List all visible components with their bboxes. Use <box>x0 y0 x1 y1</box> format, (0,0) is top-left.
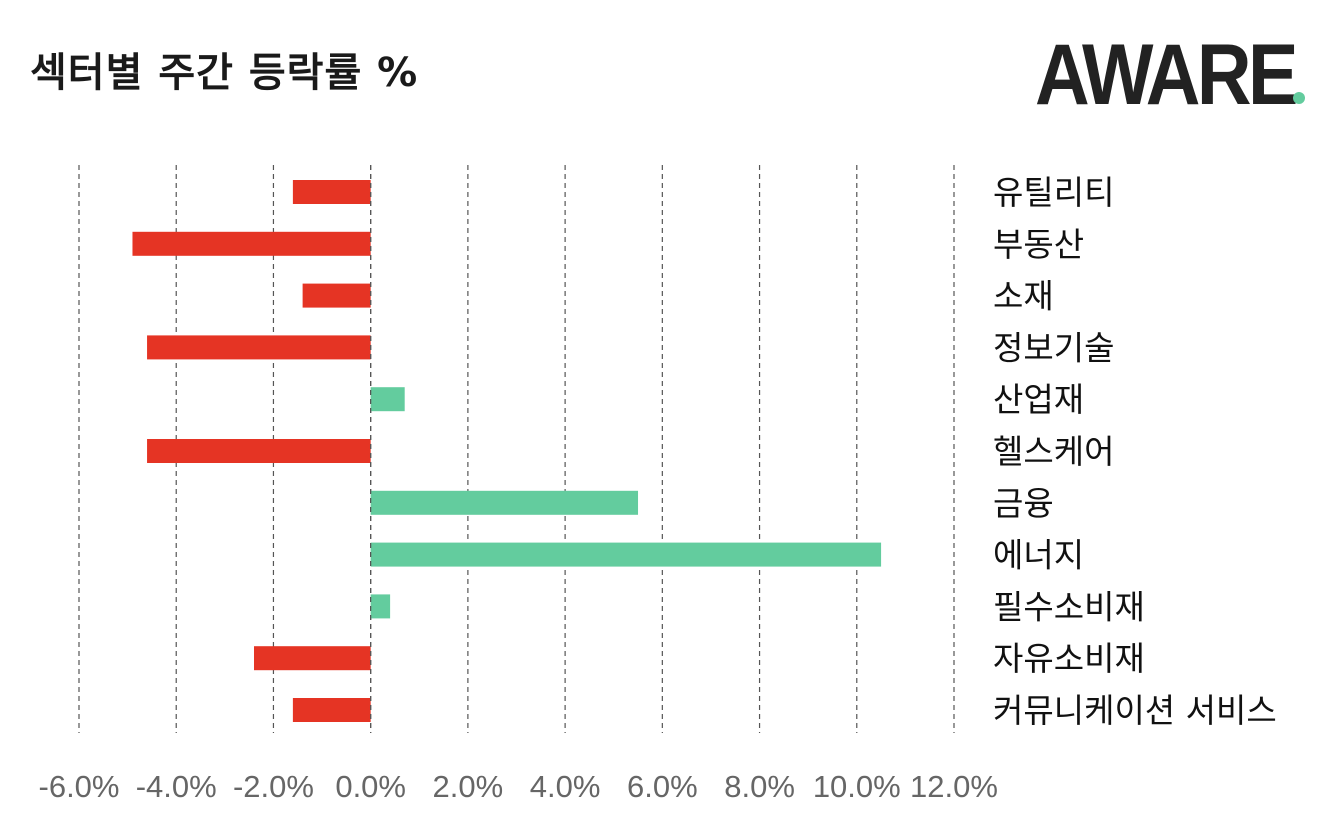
logo-wordmark: AWARE <box>1035 30 1296 110</box>
x-tick-label: -4.0% <box>136 769 217 804</box>
bar <box>147 335 371 360</box>
category-label: 유틸리티 <box>993 173 1114 212</box>
bar <box>132 231 371 256</box>
x-tick-label: 6.0% <box>627 769 698 804</box>
bar <box>370 542 882 567</box>
category-label: 소재 <box>993 277 1054 316</box>
bar <box>254 646 371 671</box>
category-label: 커뮤니케이션 서비스 <box>993 691 1277 730</box>
category-labels: 유틸리티부동산소재정보기술산업재헬스케어금융에너지필수소비재자유소비재커뮤니케이… <box>993 173 1277 730</box>
x-tick-label: -2.0% <box>233 769 314 804</box>
category-label: 금융 <box>993 484 1054 523</box>
bar <box>292 180 371 204</box>
logo-dot-icon <box>1293 92 1305 104</box>
category-label: 에너지 <box>993 536 1084 575</box>
bar <box>302 283 371 308</box>
bar <box>370 490 639 515</box>
x-tick-label: 10.0% <box>813 769 901 804</box>
x-tick-label: 8.0% <box>724 769 795 804</box>
bar <box>147 439 371 463</box>
bar <box>292 698 371 722</box>
bars <box>132 165 882 733</box>
category-label: 자유소비재 <box>993 639 1145 678</box>
category-label: 정보기술 <box>993 328 1114 367</box>
bar <box>370 594 391 619</box>
category-label: 헬스케어 <box>993 432 1114 471</box>
x-tick-label: -6.0% <box>39 769 120 804</box>
bar <box>370 387 405 412</box>
aware-logo: AWARE <box>1035 30 1305 110</box>
x-tick-label: 12.0% <box>910 769 998 804</box>
x-tick-label: 0.0% <box>335 769 406 804</box>
x-tick-label: 4.0% <box>530 769 601 804</box>
x-axis-tick-labels: -6.0% -4.0% -2.0% 0.0% 2.0% 4.0% 6.0% 8.0% 10.0%… <box>39 769 998 804</box>
category-label: 필수소비재 <box>993 587 1145 626</box>
x-tick-label: 2.0% <box>433 769 504 804</box>
category-label: 부동산 <box>993 225 1084 264</box>
chart-title: 섹터별 주간 등락률 % <box>30 50 419 96</box>
category-label: 산업재 <box>993 380 1084 419</box>
